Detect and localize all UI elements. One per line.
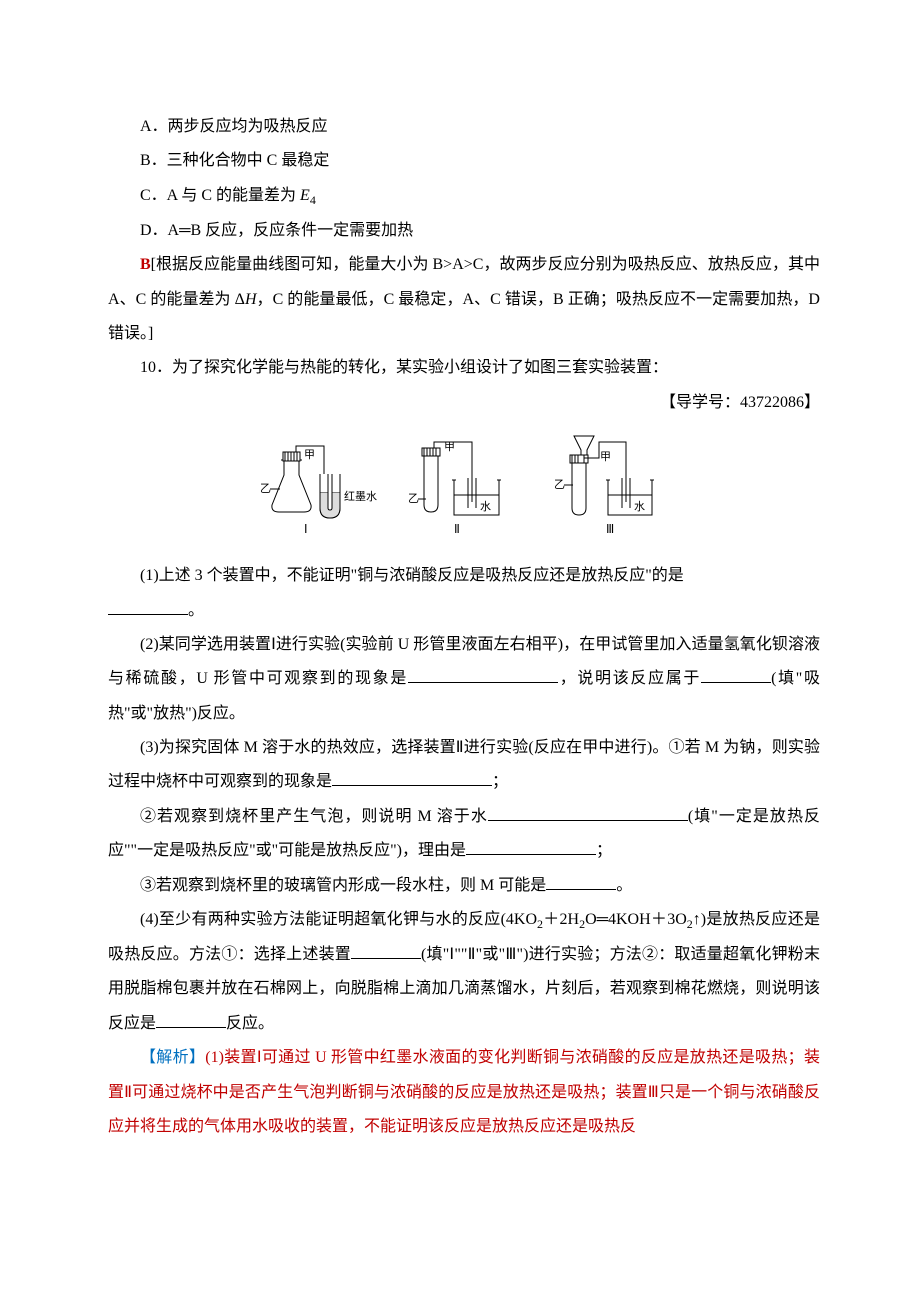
answer-letter: B (140, 256, 151, 273)
part4-f: 反应。 (226, 1015, 274, 1032)
answer-block: B[根据反应能量曲线图可知，能量大小为 B>A>C，故两步反应分别为吸热反应、放… (108, 248, 820, 351)
part3-b: ； (492, 773, 508, 790)
fig2-roman: Ⅱ (454, 522, 460, 536)
part3-3: ③若观察到烧杯里的玻璃管内形成一段水柱，则 M 可能是 。 (108, 869, 820, 903)
blank-2b (701, 663, 771, 683)
apparatus-1: 甲 乙 红墨水 Ⅰ (260, 446, 377, 536)
fig1-yi: 乙 (260, 482, 271, 495)
part4-a: (4)至少有两种实验方法能证明超氧化钾与水的反应(4KO (140, 911, 537, 928)
part3-f: ③若观察到烧杯里的玻璃管内形成一段水柱，则 M 可能是 (140, 877, 546, 894)
explanation: 【解析】(1)装置Ⅰ可通过 U 形管中红墨水液面的变化判断铜与浓硝酸的反应是放热… (108, 1041, 820, 1144)
part3-c: ②若观察到烧杯里产生气泡，则说明 M 溶于水 (140, 808, 488, 825)
part3-e: ； (596, 842, 612, 859)
part3-g: 。 (616, 877, 632, 894)
option-c-prefix: C．A 与 C 的能量差为 (140, 187, 300, 204)
blank-4a (351, 939, 421, 959)
apparatus-figure: 甲 乙 红墨水 Ⅰ (254, 430, 674, 550)
q10-tag: 【导学号：43722086】 (108, 386, 820, 420)
blank-3a (332, 766, 492, 786)
part4: (4)至少有两种实验方法能证明超氧化钾与水的反应(4KO2＋2H2O═4KOH＋… (108, 903, 820, 1041)
fig1-ink: 红墨水 (344, 490, 377, 503)
part1-b: 。 (188, 602, 204, 619)
part4-b: ＋2H (543, 911, 579, 928)
part1-blank-line: 。 (108, 594, 820, 628)
fig3-yi: 乙 (554, 478, 565, 491)
part3-1: (3)为探究固体 M 溶于水的热效应，选择装置Ⅱ进行实验(反应在甲中进行)。①若… (108, 731, 820, 800)
option-c-sub: 4 (310, 193, 316, 207)
page-root: A．两步反应均为吸热反应 B．三种化合物中 C 最稳定 C．A 与 C 的能量差… (0, 0, 920, 1204)
fig3-jia: 甲 (600, 451, 611, 463)
blank-4b (156, 1008, 226, 1028)
blank-3f (546, 869, 616, 889)
blank-1 (108, 594, 188, 614)
q10-stem: 10．为了探究化学能与热能的转化，某实验小组设计了如图三套实验装置： (108, 351, 820, 385)
explain-body: (1)装置Ⅰ可通过 U 形管中红墨水液面的变化判断铜与浓硝酸的反应是放热还是吸热… (108, 1049, 820, 1135)
option-c-var: E (300, 187, 310, 204)
fig3-water: 水 (634, 500, 645, 513)
blank-3c (488, 801, 688, 821)
part1: (1)上述 3 个装置中，不能证明"铜与浓硝酸反应是吸热反应还是放热反应"的是 (108, 559, 820, 593)
option-c: C．A 与 C 的能量差为 E4 (108, 179, 820, 214)
option-b: B．三种化合物中 C 最稳定 (108, 144, 820, 178)
part4-c: O═4KOH＋3O (585, 911, 687, 928)
figure-container: 甲 乙 红墨水 Ⅰ (108, 430, 820, 555)
fig1-jia: 甲 (304, 449, 315, 461)
apparatus-3: 甲 乙 水 Ⅲ (554, 436, 654, 536)
fig3-roman: Ⅲ (606, 522, 614, 536)
apparatus-2: 甲 乙 水 Ⅱ (408, 441, 501, 536)
option-a: A．两步反应均为吸热反应 (108, 110, 820, 144)
fig2-yi: 乙 (408, 492, 419, 505)
fig1-roman: Ⅰ (304, 522, 308, 536)
answer-dh: H (245, 291, 257, 308)
fig2-water: 水 (480, 500, 491, 513)
option-d: D．A═B 反应，反应条件一定需要加热 (108, 214, 820, 248)
blank-3d (466, 835, 596, 855)
part1-a: (1)上述 3 个装置中，不能证明"铜与浓硝酸反应是吸热反应还是放热反应"的是 (140, 567, 684, 584)
fig2-jia: 甲 (444, 441, 455, 453)
explain-head: 【解析】 (140, 1049, 205, 1066)
part2-b: ，说明该反应属于 (558, 670, 701, 687)
blank-2a (408, 663, 558, 683)
part2: (2)某同学选用装置Ⅰ进行实验(实验前 U 形管里液面左右相平)，在甲试管里加入… (108, 628, 820, 731)
part3-2: ②若观察到烧杯里产生气泡，则说明 M 溶于水(填"一定是放热反应""一定是吸热反… (108, 800, 820, 869)
